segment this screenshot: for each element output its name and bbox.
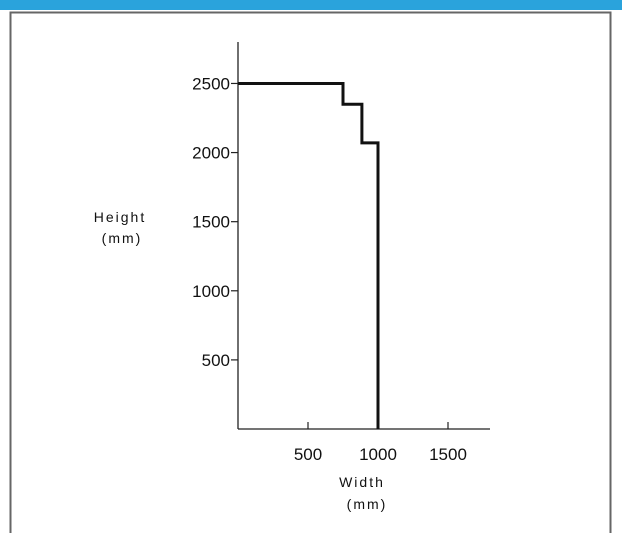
x-tick-label: 500 — [294, 445, 322, 464]
y-tick-label: 2000 — [192, 144, 230, 163]
header-band — [0, 0, 622, 10]
y-tick-label: 2500 — [192, 74, 230, 93]
x-tick-label: 1000 — [359, 445, 397, 464]
x-axis-title: Width — [339, 474, 385, 490]
axes — [237, 42, 490, 430]
y-axis-title: Height — [94, 209, 146, 225]
y-tick-label: 500 — [202, 351, 230, 370]
y-ticks: 500 1000 1500 2000 2500 — [192, 74, 238, 370]
x-axis-unit: (mm) — [347, 496, 388, 512]
series-line — [238, 82, 380, 429]
x-tick-label: 1500 — [429, 445, 467, 464]
y-axis-unit: (mm) — [102, 230, 143, 246]
series-layer — [238, 82, 380, 429]
y-tick-label: 1000 — [192, 282, 230, 301]
x-ticks: 500 1000 1500 — [294, 422, 467, 464]
y-tick-label: 1500 — [192, 213, 230, 232]
frame-border — [9, 11, 612, 533]
